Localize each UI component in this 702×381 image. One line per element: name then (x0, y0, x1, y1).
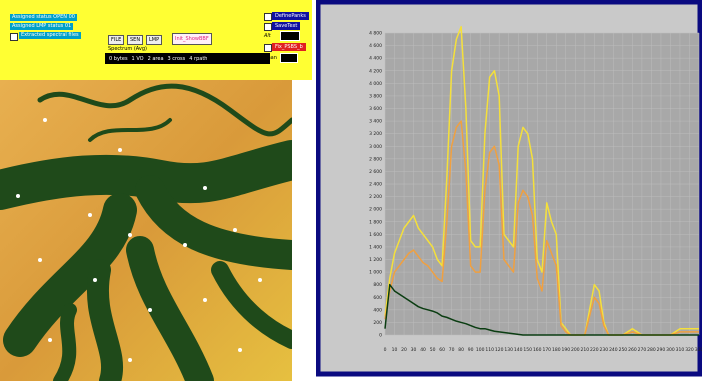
y-tick-label: 4 400 (369, 56, 382, 62)
x-tick-label: 40 (420, 347, 426, 353)
y-tick-label: 2 000 (369, 207, 382, 213)
y-tick-label: 200 (373, 320, 382, 326)
x-tick-label: 70 (449, 347, 455, 353)
x-tick-label: 330 (695, 347, 702, 353)
y-tick-label: 1 800 (369, 219, 382, 225)
x-tick-label: 320 (685, 347, 694, 353)
x-tick-label: 80 (458, 347, 464, 353)
y-tick-label: 4 000 (369, 81, 382, 87)
mode-label: Spectrum (Avg) (108, 46, 147, 52)
x-tick-label: 30 (411, 347, 417, 353)
x-tick-label: 170 (542, 347, 551, 353)
mode-option[interactable]: 4 rpath (189, 56, 207, 62)
chan-label: Chan (264, 55, 277, 61)
checkbox-label: Extracted spectral files (19, 32, 81, 39)
x-tick-label: 120 (495, 347, 504, 353)
y-tick-label: 2 600 (369, 169, 382, 175)
x-tick-label: 290 (657, 347, 666, 353)
checkbox[interactable] (10, 33, 18, 41)
y-tick-label: 2 400 (369, 182, 382, 188)
y-tick-label: 600 (373, 295, 382, 301)
x-tick-label: 280 (647, 347, 656, 353)
x-tick-label: 190 (561, 347, 570, 353)
define-button[interactable]: DefinePanks (272, 12, 309, 20)
x-tick-label: 10 (392, 347, 398, 353)
x-tick-label: 50 (430, 347, 436, 353)
x-tick-label: 230 (600, 347, 609, 353)
y-tick-label: 2 200 (369, 194, 382, 200)
y-tick-label: 1 200 (369, 257, 382, 263)
y-tick-label: 800 (373, 282, 382, 288)
status-label: Assigned LMP status 01 (10, 23, 73, 30)
status-label: Assigned status OPEN 00 (10, 14, 77, 21)
mode-radio-group: 0 bytes 1 VO 2 area 3 cross 4 rpath (105, 53, 270, 64)
y-tick-label: 4 800 (369, 31, 382, 37)
file-button[interactable]: FILE (108, 35, 124, 45)
checkbox[interactable] (264, 13, 272, 21)
mode-option[interactable]: 0 bytes (109, 56, 128, 62)
fix-button[interactable]: Fix_PSBS_b (272, 43, 306, 51)
y-tick-label: 3 400 (369, 119, 382, 125)
y-tick-label: 3 600 (369, 106, 382, 112)
y-tick-label: 4 600 (369, 43, 382, 49)
x-tick-label: 60 (439, 347, 445, 353)
x-tick-label: 200 (571, 347, 580, 353)
save-button[interactable]: SaveText (272, 22, 300, 30)
y-tick-label: 4 200 (369, 68, 382, 74)
x-tick-label: 310 (676, 347, 685, 353)
x-tick-label: 90 (468, 347, 474, 353)
x-tick-label: 260 (628, 347, 637, 353)
checkbox[interactable] (264, 44, 272, 52)
y-tick-label: 3 200 (369, 131, 382, 137)
show-button[interactable]: Init_ShowBBF (172, 33, 212, 45)
x-tick-label: 180 (552, 347, 561, 353)
y-tick-label: 3 800 (369, 93, 382, 99)
x-tick-label: 110 (485, 347, 494, 353)
x-tick-label: 140 (514, 347, 523, 353)
satellite-image (0, 80, 292, 381)
sen-button[interactable]: SEN (127, 35, 143, 45)
x-tick-label: 270 (638, 347, 647, 353)
x-tick-label: 300 (666, 347, 675, 353)
mode-option[interactable]: 2 area (148, 56, 164, 62)
mode-option[interactable]: 1 VO (132, 56, 144, 62)
alt-field[interactable] (280, 31, 300, 41)
x-tick-label: 250 (619, 347, 628, 353)
y-tick-label: 400 (373, 307, 382, 313)
x-tick-label: 0 (384, 347, 387, 353)
chan-field[interactable] (280, 53, 298, 63)
screen: {"toolbar": { "status_labels": ["Assigne… (0, 0, 702, 381)
y-tick-label: 1 600 (369, 232, 382, 238)
checkbox[interactable] (264, 23, 272, 31)
y-tick-label: 1 000 (369, 270, 382, 276)
mode-option[interactable]: 3 cross (168, 56, 186, 62)
x-tick-label: 160 (533, 347, 542, 353)
alt-label: Alt (264, 33, 271, 39)
x-tick-label: 100 (476, 347, 485, 353)
toolbar: Assigned status OPEN 00 Assigned LMP sta… (0, 0, 312, 80)
x-tick-label: 220 (590, 347, 599, 353)
y-tick-label: 0 (379, 333, 382, 339)
x-tick-label: 150 (523, 347, 532, 353)
y-tick-label: 1 400 (369, 244, 382, 250)
x-tick-label: 130 (504, 347, 513, 353)
x-tick-label: 240 (609, 347, 618, 353)
x-tick-label: 210 (581, 347, 590, 353)
lmp-button[interactable]: LMP (146, 35, 162, 45)
x-tick-label: 20 (401, 347, 407, 353)
y-tick-label: 2 800 (369, 156, 382, 162)
y-tick-label: 3 000 (369, 144, 382, 150)
